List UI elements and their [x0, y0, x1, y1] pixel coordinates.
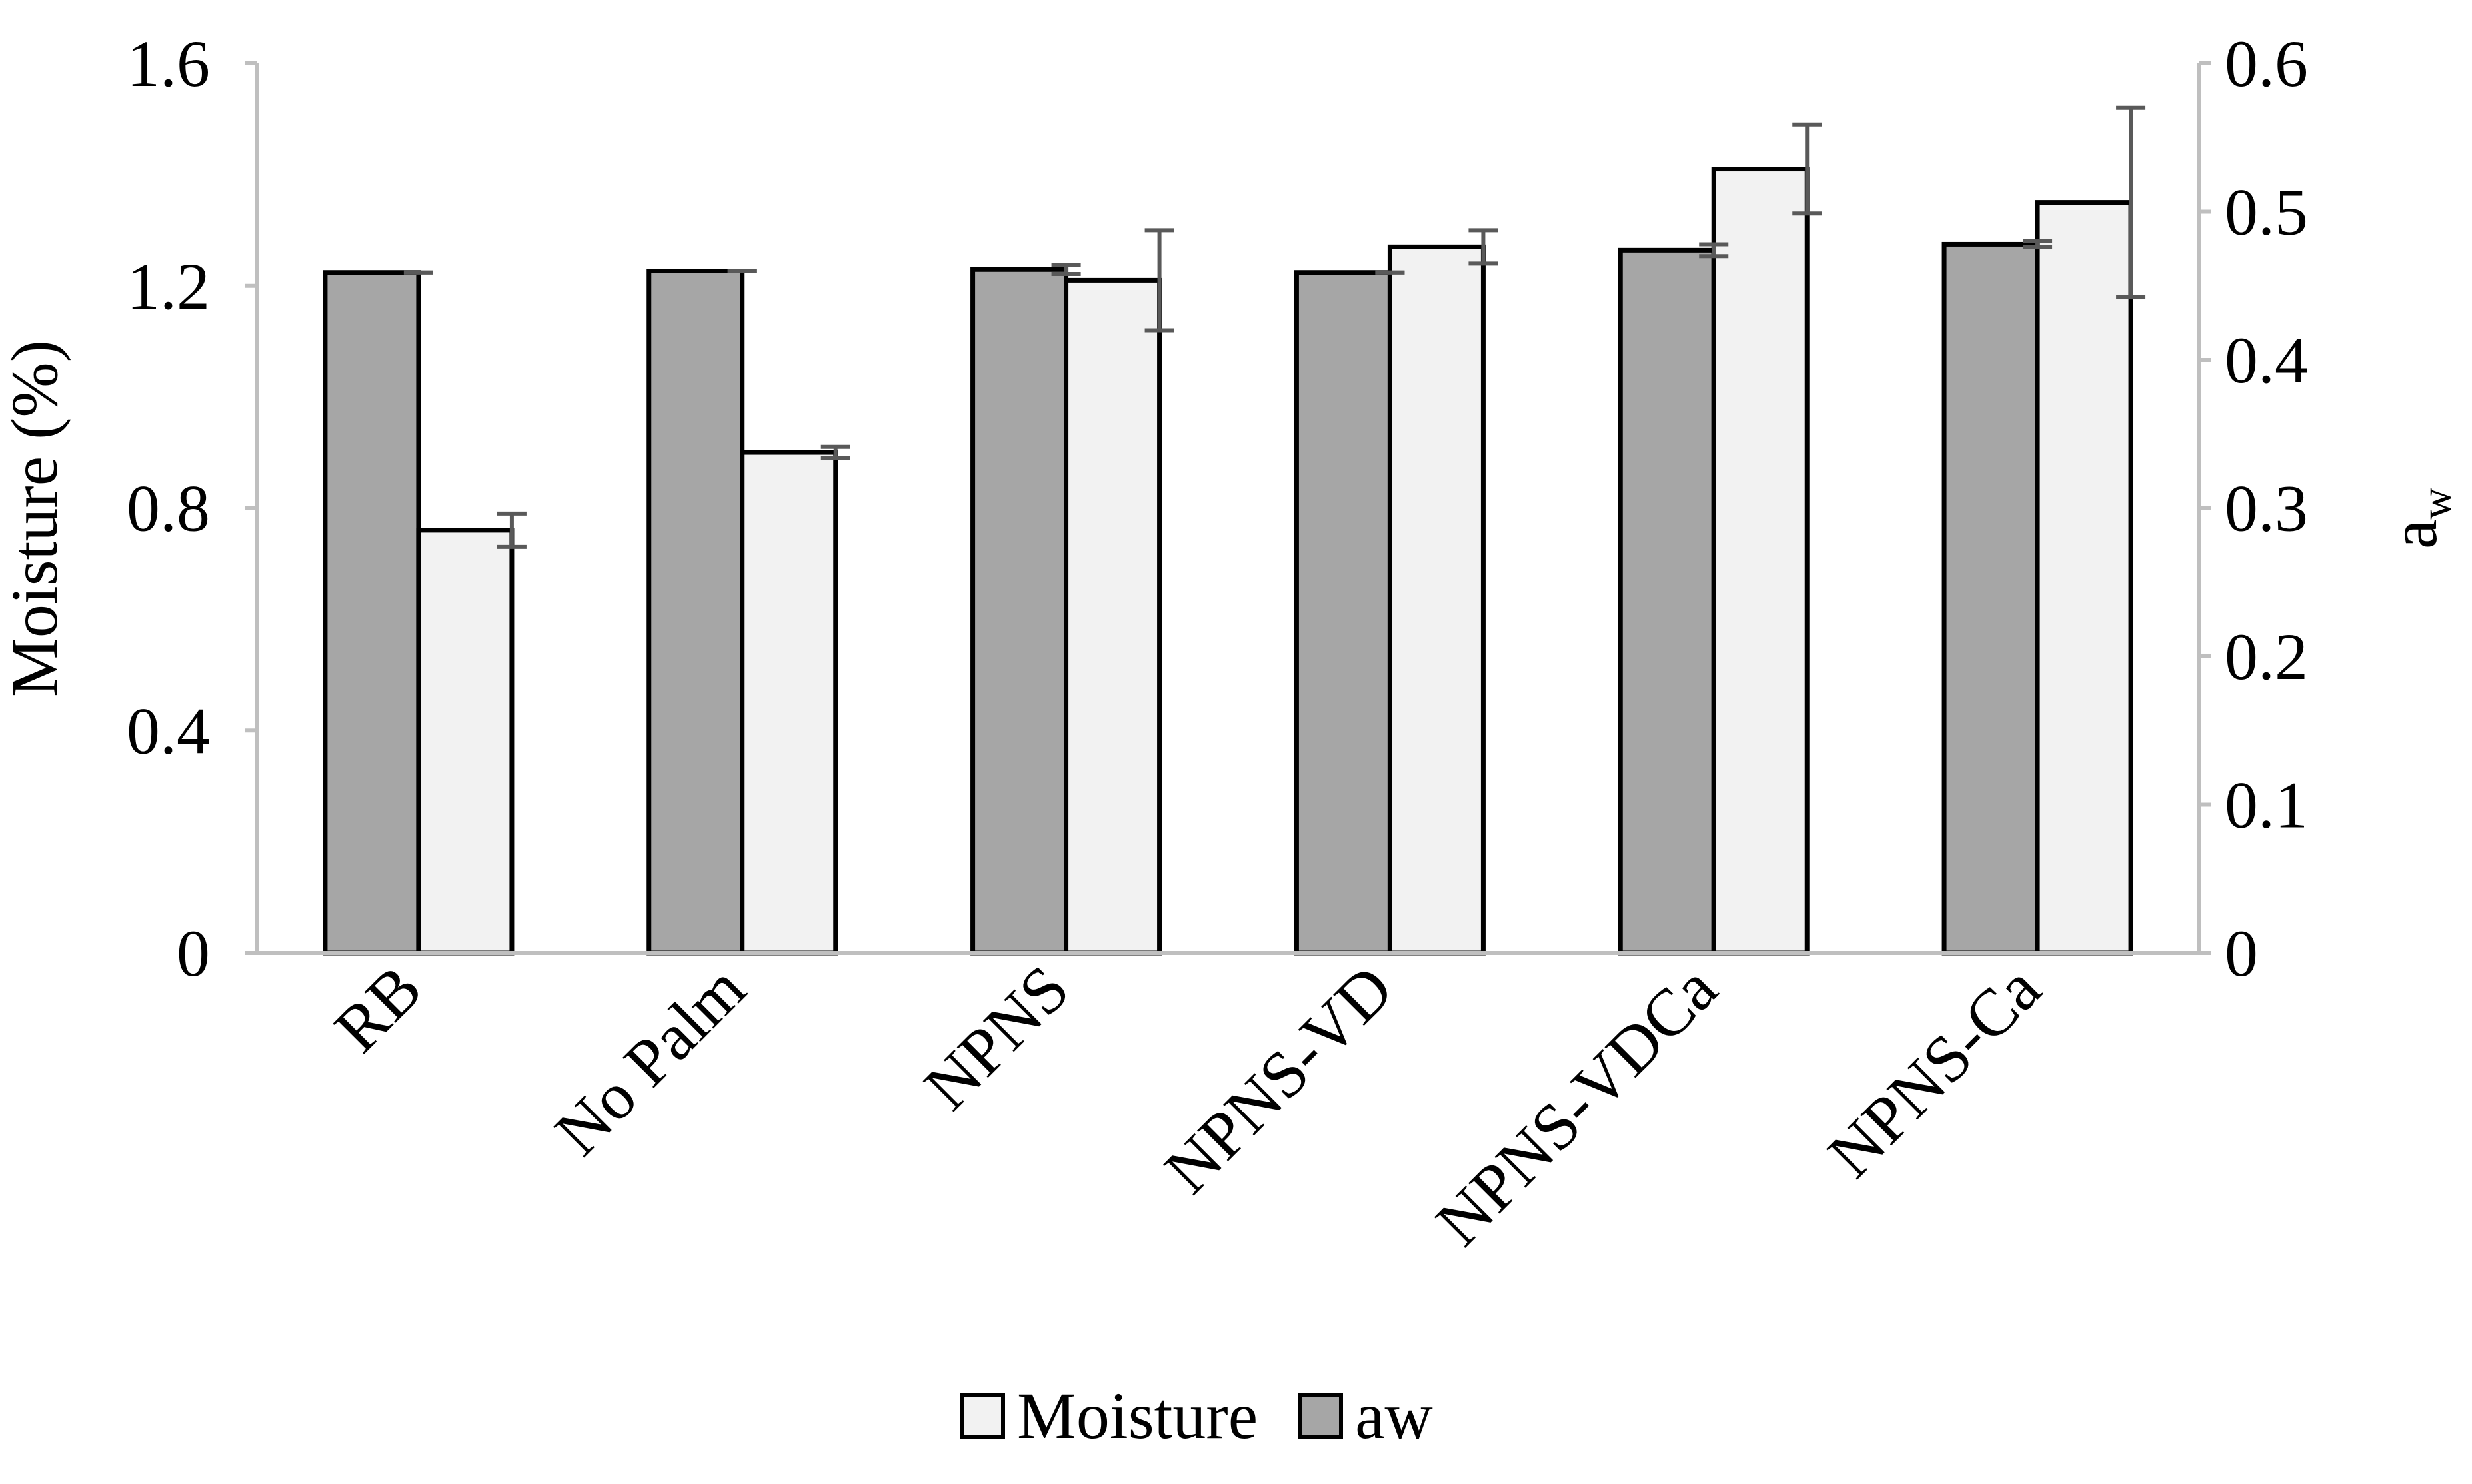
- x-tick-label: NPNS: [910, 951, 1083, 1123]
- legend-label-moisture: Moisture: [1017, 1379, 1258, 1453]
- error-bar-moisture-npns-vdca: [1792, 122, 1822, 216]
- legend-item-moisture: Moisture: [960, 1383, 1258, 1449]
- bar-aw-npns-vd: [1294, 270, 1392, 956]
- error-bar-moisture-npns-vd: [1468, 228, 1498, 266]
- x-tick-label: NPNS-VDCa: [1422, 951, 1730, 1259]
- legend-label-aw: aw: [1355, 1379, 1433, 1453]
- y-left-tick-label: 0.8: [127, 472, 210, 546]
- legend: Moisture aw: [960, 1376, 1473, 1456]
- bar-aw-npns-vdca: [1618, 247, 1716, 956]
- y-right-tick-label: 0.2: [2225, 620, 2308, 694]
- error-bar-moisture-npns-ca: [2116, 105, 2146, 299]
- error-bars-layer: [403, 105, 2146, 549]
- error-bar-moisture-rb: [497, 511, 527, 549]
- bar-aw-npns: [970, 267, 1069, 956]
- bar-moisture-npns: [1064, 277, 1162, 956]
- bar-aw-npns-ca: [1941, 241, 2040, 956]
- bar-aw-no-palm: [646, 269, 745, 956]
- y-right-tick-label: 0.1: [2225, 768, 2308, 842]
- axes-layer: [245, 61, 2211, 955]
- y-right-tick-label: 0: [2225, 916, 2258, 990]
- bar-moisture-no-palm: [740, 450, 838, 956]
- x-tick-label: No Palm: [541, 951, 759, 1169]
- error-bar-aw-npns: [1051, 263, 1081, 276]
- bar-moisture-rb: [416, 528, 515, 956]
- y-right-tick-label: 0.4: [2225, 323, 2308, 397]
- bars-layer: [323, 167, 2133, 956]
- y-axis-right-label-main: a: [2377, 520, 2451, 549]
- y-left-tick-label: 1.6: [127, 27, 210, 101]
- y-right-tick-label: 0.3: [2225, 472, 2308, 546]
- error-bar-aw-npns-ca: [2023, 239, 2053, 249]
- y-right-tick-label: 0.5: [2225, 175, 2308, 249]
- y-axis-right-label: aw: [2377, 488, 2461, 549]
- bar-moisture-npns-ca: [2035, 200, 2133, 956]
- error-bar-moisture-no-palm: [820, 444, 850, 460]
- x-tick-label: NPNS-VD: [1150, 951, 1407, 1207]
- y-left-tick-label: 0: [177, 916, 210, 990]
- error-bar-moisture-npns: [1144, 228, 1174, 333]
- bar-moisture-npns-vdca: [1711, 167, 1810, 956]
- x-tick-label: NPNS-Ca: [1814, 951, 2054, 1191]
- legend-item-aw: aw: [1298, 1383, 1433, 1449]
- bar-moisture-npns-vd: [1387, 244, 1486, 956]
- error-bar-aw-npns-vdca: [1699, 242, 1729, 259]
- legend-swatch-aw: [1298, 1393, 1344, 1439]
- legend-swatch-moisture: [960, 1393, 1005, 1439]
- y-left-tick-label: 1.2: [127, 249, 210, 323]
- y-axis-right-label-sub: w: [2412, 488, 2461, 520]
- x-tick-label: RB: [321, 951, 436, 1066]
- y-right-tick-label: 0.6: [2225, 27, 2308, 101]
- y-left-tick-label: 0.4: [127, 694, 210, 768]
- y-axis-left-label: Moisture (%): [0, 340, 71, 697]
- bar-aw-rb: [323, 270, 421, 956]
